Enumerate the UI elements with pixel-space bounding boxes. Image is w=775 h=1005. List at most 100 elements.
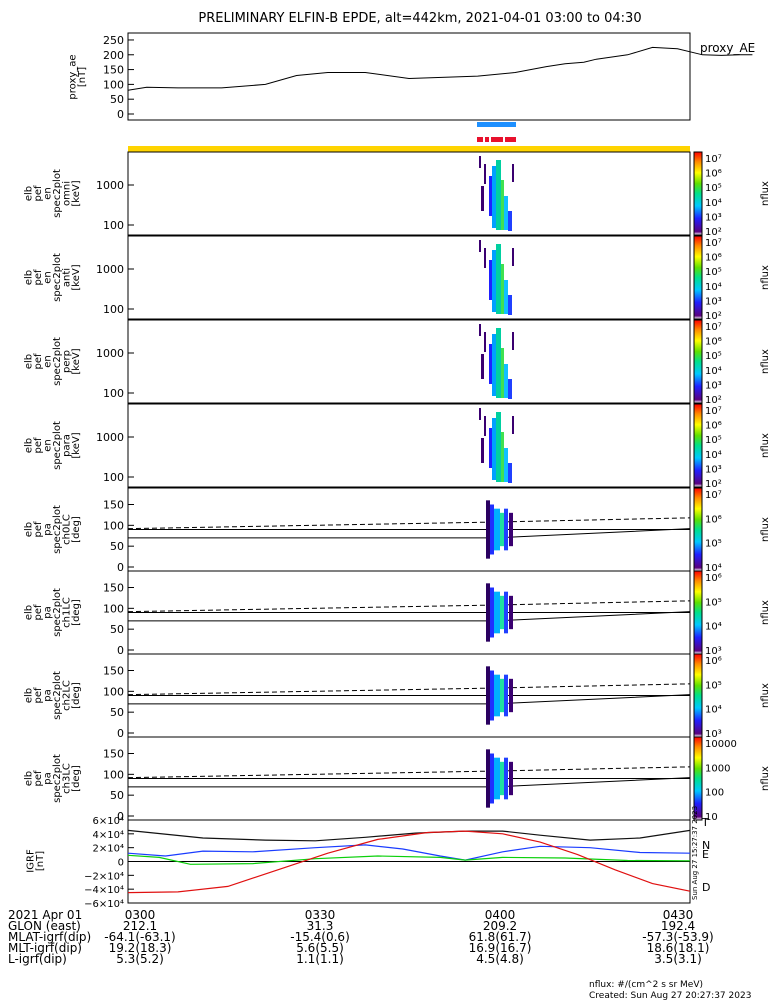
colorbar-tick-label: 10000 xyxy=(705,739,737,750)
spectrogram-pixel xyxy=(512,248,514,266)
colorbar-tick-label: 10⁴ xyxy=(705,366,722,377)
proxy-ae-ylabel: proxy_ae[nT] xyxy=(67,54,88,99)
colorbar-tick-label: 10³ xyxy=(705,646,722,657)
pitch-angle-pixel xyxy=(486,583,490,642)
colorbar-tick-label: 10⁶ xyxy=(705,253,722,264)
ephemeris-row-label: MLT-igrf(dip) xyxy=(8,941,82,955)
ephemeris-value: 3.5(3.1) xyxy=(654,952,702,966)
pitch-angle-pixel xyxy=(500,595,504,630)
colorbar-tick-label: 10³ xyxy=(705,212,722,223)
colorbar: 10⁶ 10⁵ 10⁴ 10³ nflux xyxy=(693,570,771,657)
colorbar-gradient xyxy=(693,653,703,738)
colorbar-tick-label: 10³ xyxy=(705,729,722,740)
proxy-ae-frame xyxy=(127,32,691,121)
colorbar-tick-label: 10⁵ xyxy=(705,183,722,194)
igrf-series-E xyxy=(127,854,691,865)
proxy-ae-ylabel-line: proxy_ae xyxy=(67,54,78,99)
colorbar-tick-label: 10³ xyxy=(705,380,722,391)
spectrogram-ylabel-line: para xyxy=(61,434,72,457)
igrf-yticks: 6×10⁴ 4×10⁴ 2×10⁴ 0 −2×10⁴ −4×10⁴ −6×10⁴ xyxy=(84,816,134,910)
spectrogram-pixel xyxy=(492,166,496,228)
ephemeris-value: 16.9(16.7) xyxy=(469,941,532,955)
colorbar-label: nflux xyxy=(760,766,771,791)
pitch-angle-ylabel-line: [deg] xyxy=(71,765,82,792)
spectrogram-ylabel-line: pef xyxy=(33,353,44,370)
panel-ytick-label: 1000 xyxy=(96,347,124,360)
spectrogram-pixel xyxy=(479,240,481,252)
pitch-angle-ylabel-line: pa xyxy=(42,689,53,701)
pitch-angle-pixel xyxy=(500,678,504,713)
figure-title: PRELIMINARY ELFIN-B EPDE, alt=442km, 202… xyxy=(198,11,641,26)
panel-ytick-label: 50 xyxy=(110,623,124,636)
colorbar-tick-label: 100 xyxy=(705,788,724,799)
spectrogram-pixel xyxy=(479,324,481,336)
ephemeris-row-label: GLON (east) xyxy=(8,919,81,933)
ephemeris-value: -57.3(-53.9) xyxy=(642,930,713,944)
ephemeris-value: -64.1(-63.1) xyxy=(104,930,175,944)
spectrogram-ylabel-line: spec2plot xyxy=(52,337,63,386)
spectrogram-pixel xyxy=(501,180,504,230)
spectrogram-pixel xyxy=(492,418,496,480)
igrf-legend: TNE D xyxy=(701,816,710,894)
created-stamp: Created: Sun Aug 27 20:27:37 2023 xyxy=(589,991,751,1000)
colorbar-label: nflux xyxy=(760,265,771,290)
panel-ytick-label: 100 xyxy=(103,471,124,484)
spectrogram-pixel xyxy=(484,416,486,436)
igrf-lines xyxy=(127,829,691,894)
pitch-angle-ylabel-line: pa xyxy=(42,606,53,618)
anti-loss-cone-line xyxy=(128,611,691,622)
pitch-angle-pixel xyxy=(509,761,513,796)
spectrogram-pixel xyxy=(504,364,508,398)
colorbar-gradient xyxy=(693,403,703,488)
pitch-angle-pixel xyxy=(504,508,508,551)
spectrogram-pixel xyxy=(489,344,492,384)
colorbar-tick-label: 10⁵ xyxy=(705,597,722,608)
proxy-ae-ytick-label: 50 xyxy=(110,93,124,106)
ephemeris-value: 5.3(5.2) xyxy=(116,952,164,966)
igrf-ylabel: IGRF[nT] xyxy=(25,849,46,873)
spectrogram-ylabel-line: omni xyxy=(61,181,72,206)
pitch-angle-pixel xyxy=(494,591,500,634)
panel-ytick-label: 50 xyxy=(110,706,124,719)
spectrogram-pixel xyxy=(501,348,504,398)
pitch-angle-ylabel-line: pa xyxy=(42,523,53,535)
spectrogram-pixel xyxy=(508,463,512,483)
proxy-ae-line xyxy=(127,46,753,91)
ephemeris-value: 61.8(61.7) xyxy=(469,930,532,944)
spectrogram-pixel xyxy=(496,160,501,230)
colorbar-tick-label: 10 xyxy=(705,812,718,823)
colorbar-label: nflux xyxy=(760,349,771,374)
spectrogram-pixel xyxy=(504,196,508,230)
spectrogram-pixel xyxy=(496,412,501,482)
pitch-angle-pixel xyxy=(504,757,508,800)
spectrogram-ylabel-line: [keV] xyxy=(71,432,82,458)
panel-ytick-label: 100 xyxy=(103,387,124,400)
science-marker-4 xyxy=(505,137,516,142)
pitch-angle-pixel xyxy=(494,757,500,800)
spectrogram-pixel xyxy=(479,156,481,168)
spectrogram-ylabel-line: spec2plot xyxy=(52,169,63,218)
spectrogram-ylabel-line: anti xyxy=(61,268,72,287)
panel-ytick-label: 1000 xyxy=(96,179,124,192)
pitch-angle-pixel xyxy=(490,587,494,638)
spectrogram-pixel xyxy=(501,432,504,482)
science-marker-2 xyxy=(485,137,489,142)
spectrogram-pixel xyxy=(496,244,501,314)
spectrogram-ylabel-line: pef xyxy=(33,437,44,454)
pitch-angle-pixel xyxy=(509,678,513,713)
pitch-angle-pixel xyxy=(500,512,504,547)
side-stamp: Sun Aug 27 15:27:37 2023 xyxy=(691,806,699,900)
igrf-ytick-label: 4×10⁴ xyxy=(93,830,124,841)
panel-ytick-label: 150 xyxy=(103,582,124,595)
pitch-angle-pixel xyxy=(490,753,494,804)
spectrogram-pixel xyxy=(501,264,504,314)
proxy-ae-ytick-label: 250 xyxy=(103,34,124,47)
colorbar-tick-label: 10⁶ xyxy=(705,337,722,348)
pitch-angle-pixel xyxy=(490,504,494,555)
spectrogram-ylabel-line: perp xyxy=(61,350,72,373)
